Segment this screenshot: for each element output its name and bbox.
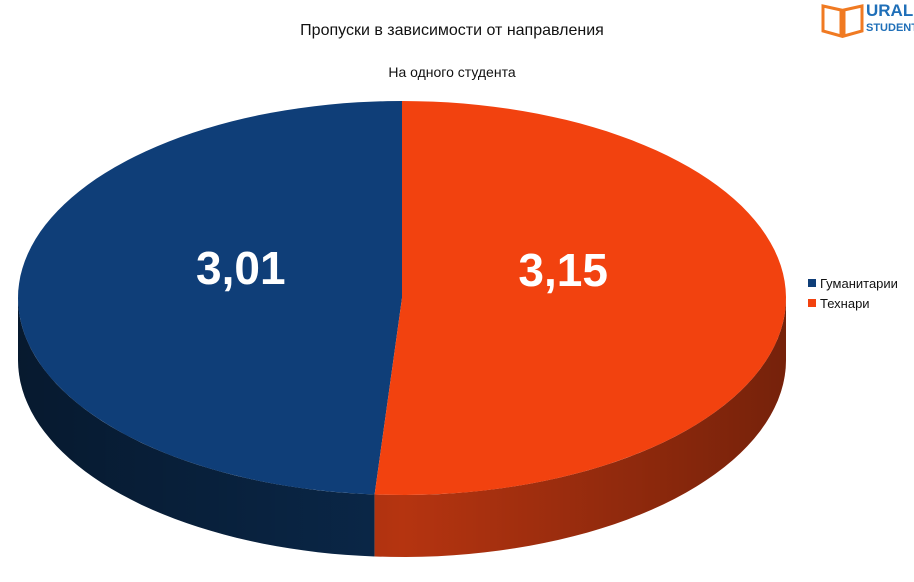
chart-title: Пропуски в зависимости от направления [300, 22, 604, 39]
legend-label: Технари [820, 295, 870, 311]
pie-slice-1 [374, 101, 786, 495]
logo-text-ural: URAL [866, 1, 914, 20]
legend: Гуманитарии Технари [808, 273, 898, 313]
pie-slice-0 [18, 101, 402, 495]
legend-swatch [808, 299, 816, 307]
data-label-1: 3,15 [518, 244, 608, 296]
data-label-0: 3,01 [196, 242, 286, 294]
legend-item-humanities: Гуманитарии [808, 273, 898, 293]
ural-student-logo: URAL STUDENT [820, 0, 914, 40]
legend-label: Гуманитарии [820, 275, 898, 291]
book-icon [821, 4, 864, 38]
logo-text-student: STUDENT [866, 22, 914, 34]
legend-item-technical: Технари [808, 293, 898, 313]
chart-subtitle: На одного студента [388, 64, 516, 80]
pie-side-shading [18, 298, 786, 557]
legend-swatch [808, 279, 816, 287]
